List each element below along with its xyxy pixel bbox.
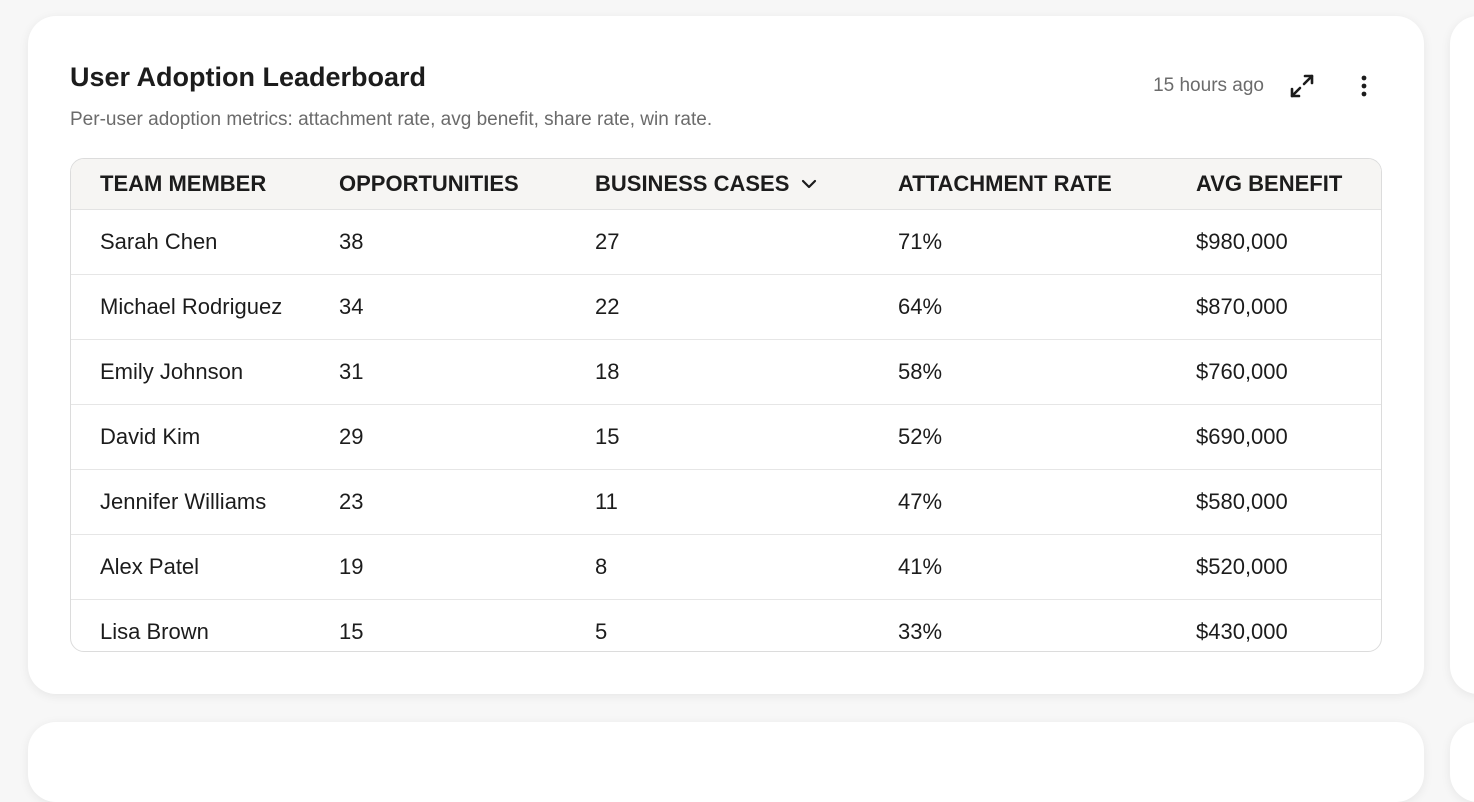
cell-opportunities: 38 (339, 209, 595, 275)
chevron-down-icon (802, 179, 817, 189)
card-header-actions: 15 hours ago (1153, 68, 1382, 104)
cell-team-member: Jennifer Williams (71, 469, 339, 535)
cell-attachment-rate: 52% (898, 404, 1196, 470)
leaderboard-table-container[interactable]: TEAM MEMBER OPPORTUNITIES BUSINESS CASES… (70, 158, 1382, 652)
card-title: User Adoption Leaderboard (70, 62, 427, 92)
cell-opportunities: 34 (339, 274, 595, 340)
cell-team-member: Lisa Brown (71, 599, 339, 651)
cell-avg-benefit: $580,000 (1196, 469, 1381, 535)
cell-attachment-rate: 64% (898, 274, 1196, 340)
cell-opportunities: 15 (339, 599, 595, 651)
column-header-attachment-rate[interactable]: ATTACHMENT RATE (898, 159, 1196, 210)
table-row[interactable]: Sarah Chen 38 27 71% $980,000 (71, 209, 1381, 275)
column-header-opportunities[interactable]: OPPORTUNITIES (339, 159, 595, 210)
cell-attachment-rate: 47% (898, 469, 1196, 535)
cell-attachment-rate: 41% (898, 534, 1196, 600)
table-header-row: TEAM MEMBER OPPORTUNITIES BUSINESS CASES… (71, 159, 1381, 210)
expand-button[interactable] (1284, 68, 1320, 104)
column-header-avg-benefit[interactable]: AVG BENEFIT (1196, 159, 1381, 210)
cell-opportunities: 19 (339, 534, 595, 600)
cell-avg-benefit: $690,000 (1196, 404, 1381, 470)
cell-business-cases: 5 (595, 599, 898, 651)
cell-attachment-rate: 33% (898, 599, 1196, 651)
cell-avg-benefit: $870,000 (1196, 274, 1381, 340)
table-row[interactable]: Emily Johnson 31 18 58% $760,000 (71, 339, 1381, 405)
expand-arrows-icon (1290, 74, 1314, 98)
table-row[interactable]: Michael Rodriguez 34 22 64% $870,000 (71, 274, 1381, 340)
cell-business-cases: 15 (595, 404, 898, 470)
cell-business-cases: 18 (595, 339, 898, 405)
cell-business-cases: 8 (595, 534, 898, 600)
leaderboard-table: TEAM MEMBER OPPORTUNITIES BUSINESS CASES… (71, 159, 1381, 651)
cell-avg-benefit: $430,000 (1196, 599, 1381, 651)
cell-opportunities: 23 (339, 469, 595, 535)
cell-team-member: Michael Rodriguez (71, 274, 339, 340)
cell-team-member: Emily Johnson (71, 339, 339, 405)
cell-business-cases: 11 (595, 469, 898, 535)
cell-business-cases: 22 (595, 274, 898, 340)
cell-opportunities: 31 (339, 339, 595, 405)
column-header-label: BUSINESS CASES (595, 171, 790, 196)
cell-avg-benefit: $760,000 (1196, 339, 1381, 405)
cell-avg-benefit: $520,000 (1196, 534, 1381, 600)
cell-team-member: David Kim (71, 404, 339, 470)
cell-attachment-rate: 71% (898, 209, 1196, 275)
cell-team-member: Alex Patel (71, 534, 339, 600)
leaderboard-card: User Adoption Leaderboard Per-user adopt… (28, 16, 1424, 694)
next-card-peek (28, 722, 1424, 802)
table-row[interactable]: David Kim 29 15 52% $690,000 (71, 404, 1381, 470)
card-subtitle: Per-user adoption metrics: attachment ra… (70, 109, 713, 130)
cell-attachment-rate: 58% (898, 339, 1196, 405)
cell-team-member: Sarah Chen (71, 209, 339, 275)
cell-business-cases: 27 (595, 209, 898, 275)
more-vertical-icon (1361, 75, 1367, 97)
cell-avg-benefit: $980,000 (1196, 209, 1381, 275)
adjacent-card-peek (1450, 16, 1474, 694)
table-row[interactable]: Lisa Brown 15 5 33% $430,000 (71, 599, 1381, 651)
cell-opportunities: 29 (339, 404, 595, 470)
table-row[interactable]: Jennifer Williams 23 11 47% $580,000 (71, 469, 1381, 535)
column-header-business-cases[interactable]: BUSINESS CASES (595, 159, 898, 210)
column-header-team-member[interactable]: TEAM MEMBER (71, 159, 339, 210)
more-options-button[interactable] (1346, 68, 1382, 104)
table-row[interactable]: Alex Patel 19 8 41% $520,000 (71, 534, 1381, 600)
adjacent-card-peek-bottom (1450, 722, 1474, 802)
updated-timestamp: 15 hours ago (1153, 75, 1264, 96)
